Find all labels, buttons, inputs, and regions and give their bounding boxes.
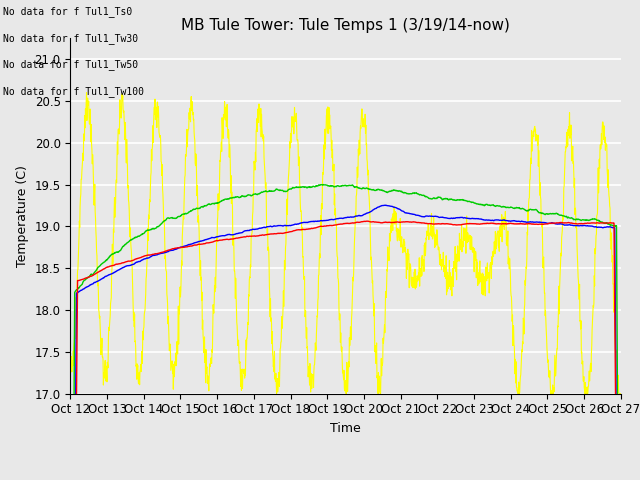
X-axis label: Time: Time	[330, 422, 361, 435]
Legend: Tul1_Ts-32, Tul1_Ts-16, Tul1_Ts-8, Tul1_Tw+10: Tul1_Ts-32, Tul1_Ts-16, Tul1_Ts-8, Tul1_…	[163, 477, 529, 480]
Text: No data for f Tul1_Tw50: No data for f Tul1_Tw50	[3, 59, 138, 70]
Y-axis label: Temperature (C): Temperature (C)	[16, 165, 29, 267]
Title: MB Tule Tower: Tule Temps 1 (3/19/14-now): MB Tule Tower: Tule Temps 1 (3/19/14-now…	[181, 18, 510, 33]
Text: No data for f Tul1_Tw30: No data for f Tul1_Tw30	[3, 33, 138, 44]
Text: No data for f Tul1_Ts0: No data for f Tul1_Ts0	[3, 6, 132, 17]
Text: No data for f Tul1_Tw100: No data for f Tul1_Tw100	[3, 85, 144, 96]
